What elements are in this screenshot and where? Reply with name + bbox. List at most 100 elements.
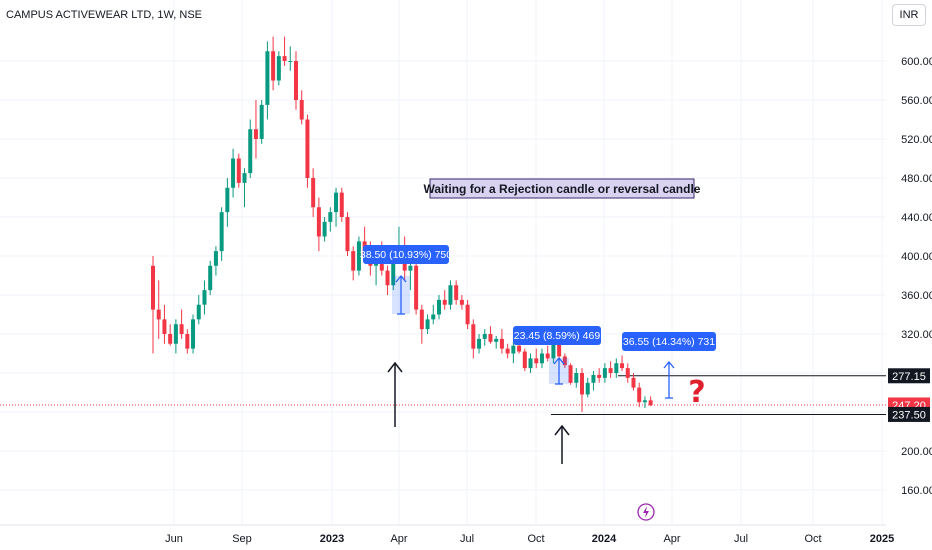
measure-label: 38.50 (10.93%) 750 [360,249,452,261]
candle [580,368,584,412]
candle [276,51,281,86]
price-axis-labels: 160.00 200.00 320.00 360.00 400.00 440.00 480.… [901,56,932,497]
x-tick-label: Jul [460,533,474,545]
question-mark: ? [688,375,705,410]
candle [231,148,236,198]
candle [351,246,356,281]
candle [499,329,504,354]
candle [534,348,539,369]
candle [299,90,304,125]
arrow-up-1 [387,361,403,427]
y-tick-label: 600.00 [901,56,932,68]
candle [477,334,482,354]
candle [253,100,258,159]
candle [642,396,647,409]
candle [265,41,270,120]
candle [311,168,316,217]
candle [173,319,178,354]
candle [334,187,339,227]
svg-text:237.50: 237.50 [892,409,926,421]
candle [471,319,476,359]
candle [236,153,241,188]
candle [219,207,224,261]
candle [637,382,642,408]
candle [288,46,293,71]
candle [328,207,333,232]
candle [437,295,441,320]
measure-label: 23.45 (8.59%) 469 [514,330,601,342]
candle [202,280,207,315]
x-tick-label: Jul [734,533,748,545]
candle [585,377,590,398]
candle [356,236,361,276]
candles-group [151,36,653,412]
svg-text:277.15: 277.15 [892,371,926,383]
y-tick-label: 320.00 [901,329,932,341]
x-tick-label: Apr [390,533,407,545]
rejection-note[interactable]: Waiting for a Rejection candle or revers… [424,178,701,199]
candle [282,36,287,66]
tag-support: 237.50 [888,406,930,422]
candle [448,280,453,310]
x-tick-label: Sep [232,533,252,545]
price-axis[interactable] [886,0,932,550]
candle [431,304,436,325]
y-tick-label: 560.00 [901,95,932,107]
candle [151,256,155,354]
candle [242,168,247,208]
y-tick-label: 480.00 [901,173,932,185]
candle [511,341,516,364]
candle [602,363,607,383]
candle [385,265,390,295]
measure-label: 36.55 (14.34%) 731 [623,336,715,348]
candle [179,309,184,339]
arrow-up-2 [554,424,570,464]
candle [168,324,173,346]
candle [339,187,344,222]
candle [551,341,556,364]
candle [425,314,430,334]
candle [482,329,487,346]
measure-tools: 38.50 (10.93%) 750 23.45 (8.59%) 469 36.55… [360,245,716,399]
candle [419,304,424,344]
candle [225,178,230,227]
candle [528,353,533,373]
y-tick-label: 400.00 [901,251,932,263]
candle [631,373,636,391]
candle [414,260,419,315]
candle [454,280,459,305]
candle [156,280,161,339]
x-tick-label: Oct [527,533,544,545]
candle [185,329,190,354]
candle [213,246,218,276]
candle [196,295,201,325]
candle [625,363,630,383]
candle [608,361,613,378]
x-tick-label: 2025 [870,533,894,545]
tag-resistance: 277.15 [888,368,930,384]
candle [591,371,596,391]
x-tick-label: 2024 [592,533,617,545]
y-tick-label: 440.00 [901,212,932,224]
lightning-icon[interactable] [637,503,655,521]
candle [488,326,493,344]
time-axis-labels: Jun Sep 2023 Apr Jul Oct 2024 Apr Jul Oct 2025 [165,533,894,545]
candle [259,100,264,144]
candle [494,335,499,349]
measure-2: 23.45 (8.59%) 469 [513,326,601,385]
candle [271,36,276,91]
candle [539,348,544,369]
candle [459,295,464,310]
candle [191,314,196,354]
candle [465,299,470,330]
y-tick-label: 200.00 [901,446,932,458]
candle [322,217,327,242]
chart-title: CAMPUS ACTIVEWEAR LTD, 1W, NSE [6,9,202,21]
currency-button[interactable]: INR [892,4,926,26]
candle [545,345,550,362]
time-axis[interactable] [0,525,886,550]
candle [620,355,625,372]
candle [568,363,573,385]
candle [574,368,579,388]
